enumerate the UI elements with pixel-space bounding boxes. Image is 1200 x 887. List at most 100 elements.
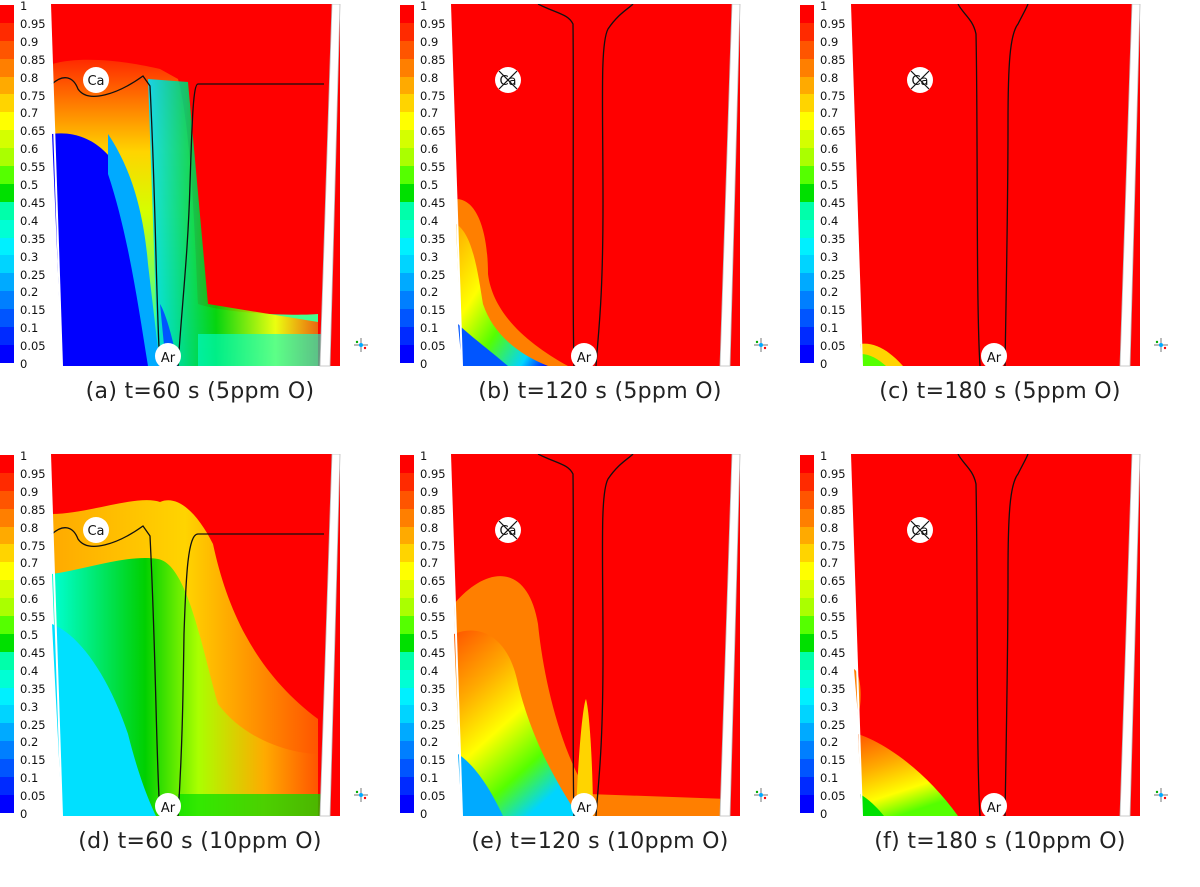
colorbar-tick-label: 0.2 — [820, 735, 839, 750]
colorbar-swatch — [0, 237, 14, 256]
colorbar-swatch — [400, 344, 414, 363]
colorbar-swatch — [800, 508, 814, 527]
colorbar — [400, 5, 414, 363]
colorbar-swatch — [800, 687, 814, 706]
colorbar-swatch — [0, 741, 14, 760]
colorbar-tick-label: 0.3 — [420, 249, 439, 264]
colorbar-swatch — [400, 598, 414, 617]
colorbar-tick-label: 0.2 — [20, 735, 39, 750]
outlet-label: Ar — [577, 351, 592, 366]
colorbar-tick-label: 0.1 — [20, 321, 39, 336]
colorbar-swatch — [400, 273, 414, 292]
colorbar-swatch — [400, 777, 414, 795]
colorbar-tick-label: 0.4 — [20, 213, 39, 228]
colorbar-swatch — [800, 291, 814, 310]
colorbar-tick-label: 0.6 — [820, 592, 839, 607]
colorbar-tick-label: 0.75 — [820, 538, 846, 553]
colorbar-swatch — [800, 76, 814, 95]
colorbar-tick-label: 0.8 — [820, 520, 839, 535]
colorbar-swatch — [400, 237, 414, 256]
colorbar-tick-label: 0.4 — [20, 663, 39, 678]
inlet-label: Ca — [911, 524, 928, 539]
inlet-label: Ca — [499, 74, 516, 89]
colorbar-tick-label: 1 — [420, 449, 428, 463]
colorbar-swatch — [0, 201, 14, 220]
colorbar-swatch — [400, 112, 414, 131]
colorbar-tick-label: 0.55 — [20, 160, 46, 175]
colorbar-tick-label: 0.05 — [420, 789, 446, 804]
colorbar-tick-label: 0.4 — [420, 213, 439, 228]
colorbar-swatch — [0, 580, 14, 599]
colorbar-swatch — [800, 490, 814, 509]
colorbar-swatch — [400, 687, 414, 706]
colorbar-swatch — [400, 669, 414, 688]
colorbar-tick-label: 0.7 — [20, 556, 39, 571]
colorbar-tick-label: 0 — [20, 357, 28, 371]
colorbar-swatch — [800, 309, 814, 328]
colorbar-tick-label: 0.5 — [420, 178, 439, 192]
colorbar-tick-label: 0.6 — [420, 592, 439, 607]
colorbar-tick-label: 0.45 — [20, 195, 46, 210]
colorbar-tick-label: 0.95 — [420, 466, 446, 481]
colorbar-swatch — [400, 183, 414, 202]
panel-d: 1 0.95 0.9 0.85 0.8 0.75 0.7 0.65 0.6 0.55 0.5 0.45… — [0, 450, 400, 887]
colorbar-swatch — [800, 219, 814, 238]
colorbar-tick-label: 0.15 — [820, 303, 846, 318]
axis-triad-icon — [1154, 788, 1168, 802]
colorbar-swatch — [0, 562, 14, 581]
contour-plot: Ca Ar — [849, 4, 1141, 368]
colorbar-tick-label: 0.85 — [420, 52, 446, 67]
colorbar-tick-label: 0.2 — [420, 735, 439, 750]
colorbar-tick-label: 0.5 — [20, 628, 39, 642]
colorbar-tick-label: 0.85 — [420, 502, 446, 517]
colorbar-swatch — [0, 705, 14, 724]
colorbar-tick-label: 0.1 — [420, 771, 439, 786]
colorbar-swatch — [400, 490, 414, 509]
colorbar-swatch — [800, 794, 814, 813]
colorbar-tick-label: 0.7 — [820, 556, 839, 571]
panel-e: 1 0.95 0.9 0.85 0.8 0.75 0.7 0.65 0.6 0.55 0.5 0.45… — [400, 450, 800, 887]
colorbar-swatch — [800, 777, 814, 795]
colorbar-swatch — [800, 455, 814, 473]
colorbar-swatch — [400, 759, 414, 778]
colorbar — [0, 455, 14, 813]
colorbar-tick-label: 0.9 — [20, 34, 39, 49]
colorbar-ticks: 1 0.95 0.9 0.85 0.8 0.75 0.7 0.65 0.6 0.55 0.5 0.45… — [820, 0, 860, 370]
colorbar-tick-label: 0.6 — [20, 142, 39, 157]
colorbar-swatch — [800, 22, 814, 41]
colorbar-swatch — [800, 148, 814, 167]
panel-caption: (e) t=120 s (10ppm O) — [471, 829, 729, 854]
colorbar-tick-label: 0.55 — [420, 610, 446, 625]
colorbar-tick-label: 0.9 — [820, 34, 839, 49]
outlet-label: Ar — [161, 351, 176, 366]
colorbar-tick-label: 0.2 — [820, 285, 839, 300]
colorbar-swatch — [400, 723, 414, 742]
axis-triad-icon — [354, 338, 368, 352]
colorbar-tick-label: 0.35 — [20, 681, 46, 696]
colorbar-swatch — [0, 291, 14, 310]
colorbar-swatch — [400, 616, 414, 634]
colorbar-tick-label: 0.5 — [820, 178, 839, 192]
outlet-marker — [981, 793, 1007, 818]
colorbar-swatch — [400, 741, 414, 760]
outlet-marker — [155, 343, 181, 368]
colorbar-tick-label: 0.35 — [420, 681, 446, 696]
colorbar-tick-label: 0.45 — [820, 195, 846, 210]
panel-c: 1 0.95 0.9 0.85 0.8 0.75 0.7 0.65 0.6 0.55 0.5 0.45… — [800, 0, 1200, 437]
colorbar-swatch — [0, 794, 14, 813]
outlet-label: Ar — [577, 801, 592, 816]
colorbar-swatch — [400, 633, 414, 652]
colorbar-tick-label: 0.6 — [420, 142, 439, 157]
colorbar-tick-label: 0 — [20, 807, 28, 821]
colorbar-tick-label: 0.75 — [820, 88, 846, 103]
colorbar-tick-label: 0.45 — [420, 645, 446, 660]
colorbar-swatch — [400, 794, 414, 813]
panel-b: 1 0.95 0.9 0.85 0.8 0.75 0.7 0.65 0.6 0.55 0.5 0.45… — [400, 0, 800, 437]
colorbar-tick-label: 1 — [20, 0, 28, 13]
axis-triad-icon — [1154, 338, 1168, 352]
colorbar-swatch — [400, 255, 414, 274]
colorbar-tick-label: 0.35 — [420, 231, 446, 246]
colorbar-swatch — [800, 40, 814, 59]
colorbar-tick-label: 0.15 — [420, 753, 446, 768]
colorbar-swatch — [400, 219, 414, 238]
